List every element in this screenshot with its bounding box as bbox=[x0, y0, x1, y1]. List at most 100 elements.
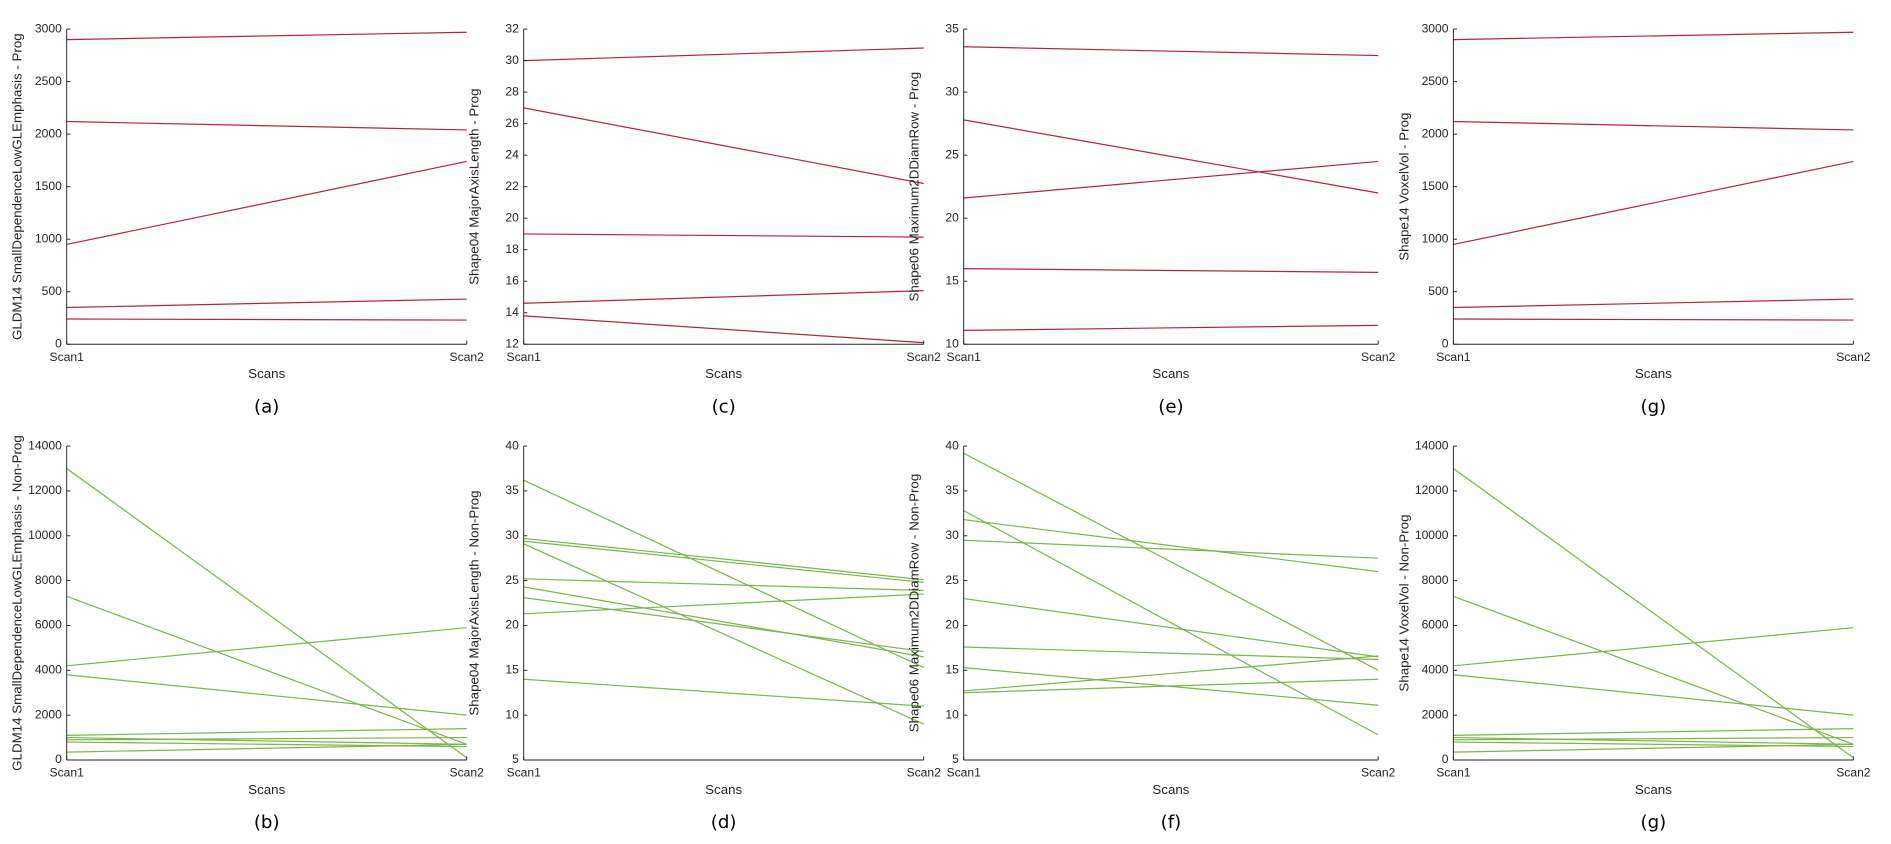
y-tick-label: 1500 bbox=[1422, 179, 1449, 193]
y-tick-label: 40 bbox=[505, 438, 519, 452]
y-tick-label: 10000 bbox=[1415, 528, 1449, 542]
y-tick-label: 15 bbox=[505, 663, 519, 677]
x-tick-label: Scan1 bbox=[947, 766, 982, 780]
y-tick-label: 6000 bbox=[1422, 618, 1449, 632]
x-tick-label: Scan1 bbox=[50, 350, 85, 364]
series-line bbox=[963, 519, 1379, 573]
series-line bbox=[66, 160, 467, 246]
series-line bbox=[1453, 627, 1854, 667]
y-axis-label: Shape14 VoxelVol - Non-Prog bbox=[1396, 514, 1411, 691]
y-tick-label: 15 bbox=[945, 663, 959, 677]
series-line bbox=[1453, 595, 1854, 745]
series-line bbox=[523, 315, 924, 344]
series-line bbox=[963, 268, 1379, 273]
series-line bbox=[963, 46, 1379, 57]
series-line bbox=[1453, 674, 1854, 716]
series-line bbox=[523, 479, 924, 669]
y-axis-label: GLDM14 SmallDependenceLowGLEmphasis - Pr… bbox=[10, 33, 25, 340]
series-line bbox=[66, 318, 467, 321]
y-tick-label: 4000 bbox=[1422, 663, 1449, 677]
series-line bbox=[1453, 467, 1854, 759]
y-tick-label: 1500 bbox=[35, 179, 62, 193]
y-axis-label: Shape04 MajorAxisLength - Non-Prog bbox=[467, 490, 482, 715]
series-line bbox=[523, 540, 924, 584]
y-tick-label: 18 bbox=[505, 242, 519, 256]
x-axis-label: Scans bbox=[705, 782, 742, 797]
y-tick-label: 1000 bbox=[35, 231, 62, 245]
y-tick-label: 4000 bbox=[35, 663, 62, 677]
x-tick-label: Scan1 bbox=[1436, 350, 1471, 364]
series-line bbox=[523, 543, 924, 725]
series-line bbox=[963, 452, 1379, 671]
y-tick-label: 22 bbox=[505, 179, 519, 193]
y-tick-label: 28 bbox=[505, 84, 519, 98]
y-tick-label: 14000 bbox=[28, 438, 62, 452]
y-tick-label: 20 bbox=[505, 618, 519, 632]
chart-panel: 10 15 20 25 30 35 Scan1 Scan2 Scans Shape06 Maxim… bbox=[907, 21, 1396, 417]
x-tick-label: Scan1 bbox=[507, 350, 542, 364]
y-tick-label: 0 bbox=[55, 752, 62, 766]
y-tick-label: 10 bbox=[505, 707, 519, 721]
x-tick-label: Scan2 bbox=[1836, 350, 1871, 364]
series-line bbox=[66, 627, 467, 667]
x-tick-label: Scan2 bbox=[1836, 766, 1871, 780]
y-tick-label: 0 bbox=[55, 336, 62, 350]
series-line bbox=[963, 510, 1379, 736]
series-line bbox=[66, 743, 467, 753]
y-tick-label: 26 bbox=[505, 116, 519, 130]
y-tick-label: 25 bbox=[505, 573, 519, 587]
caption: (f) bbox=[1161, 812, 1182, 833]
y-tick-label: 10000 bbox=[28, 528, 62, 542]
series-line bbox=[523, 593, 924, 615]
series-line bbox=[523, 578, 924, 592]
y-tick-label: 8000 bbox=[1422, 573, 1449, 587]
series-line bbox=[963, 324, 1379, 331]
series-line bbox=[523, 597, 924, 653]
caption: (g) bbox=[1641, 396, 1667, 417]
x-axis-label: Scans bbox=[1152, 782, 1189, 797]
y-tick-label: 30 bbox=[505, 53, 519, 67]
y-tick-label: 15 bbox=[945, 273, 959, 287]
series-line bbox=[523, 47, 924, 62]
x-axis-label: Scans bbox=[1635, 782, 1672, 797]
x-axis-label: Scans bbox=[248, 782, 285, 797]
series-line bbox=[963, 678, 1379, 694]
x-tick-label: Scan1 bbox=[50, 766, 85, 780]
caption: (g) bbox=[1641, 812, 1667, 833]
y-tick-label: 8000 bbox=[35, 573, 62, 587]
y-tick-label: 10 bbox=[945, 707, 959, 721]
series-line bbox=[963, 646, 1379, 661]
x-tick-label: Scan2 bbox=[907, 766, 942, 780]
y-tick-label: 2500 bbox=[1422, 74, 1449, 88]
series-line bbox=[1453, 728, 1854, 736]
y-axis-label: Shape14 VoxelVol - Prog bbox=[1396, 113, 1411, 261]
y-tick-label: 0 bbox=[1442, 752, 1449, 766]
y-tick-label: 500 bbox=[42, 284, 62, 298]
y-tick-label: 5 bbox=[512, 752, 519, 766]
x-axis-label: Scans bbox=[1152, 366, 1189, 381]
y-tick-label: 2000 bbox=[1422, 707, 1449, 721]
series-line bbox=[963, 597, 1379, 658]
series-line bbox=[66, 595, 467, 745]
series-line bbox=[1453, 736, 1854, 741]
caption: (e) bbox=[1158, 396, 1183, 417]
series-line bbox=[66, 31, 467, 41]
series-line bbox=[1453, 743, 1854, 753]
series-line bbox=[1453, 160, 1854, 246]
series-line bbox=[523, 233, 924, 238]
series-line bbox=[66, 120, 467, 131]
y-tick-label: 2000 bbox=[35, 707, 62, 721]
series-line bbox=[523, 586, 924, 658]
y-tick-label: 10 bbox=[945, 336, 959, 350]
y-tick-label: 500 bbox=[1428, 284, 1448, 298]
series-line bbox=[66, 467, 468, 759]
y-axis-label: Shape04 MajorAxisLength - Prog bbox=[467, 88, 482, 284]
y-tick-label: 5 bbox=[952, 752, 959, 766]
y-axis-label: GLDM14 SmallDependenceLowGLEmphasis - No… bbox=[10, 435, 25, 771]
caption: (a) bbox=[254, 396, 279, 417]
x-tick-label: Scan2 bbox=[450, 350, 485, 364]
y-axis-label: Shape06 Maximum2DDiamRow - Prog bbox=[907, 72, 922, 302]
y-tick-label: 14000 bbox=[1415, 438, 1449, 452]
